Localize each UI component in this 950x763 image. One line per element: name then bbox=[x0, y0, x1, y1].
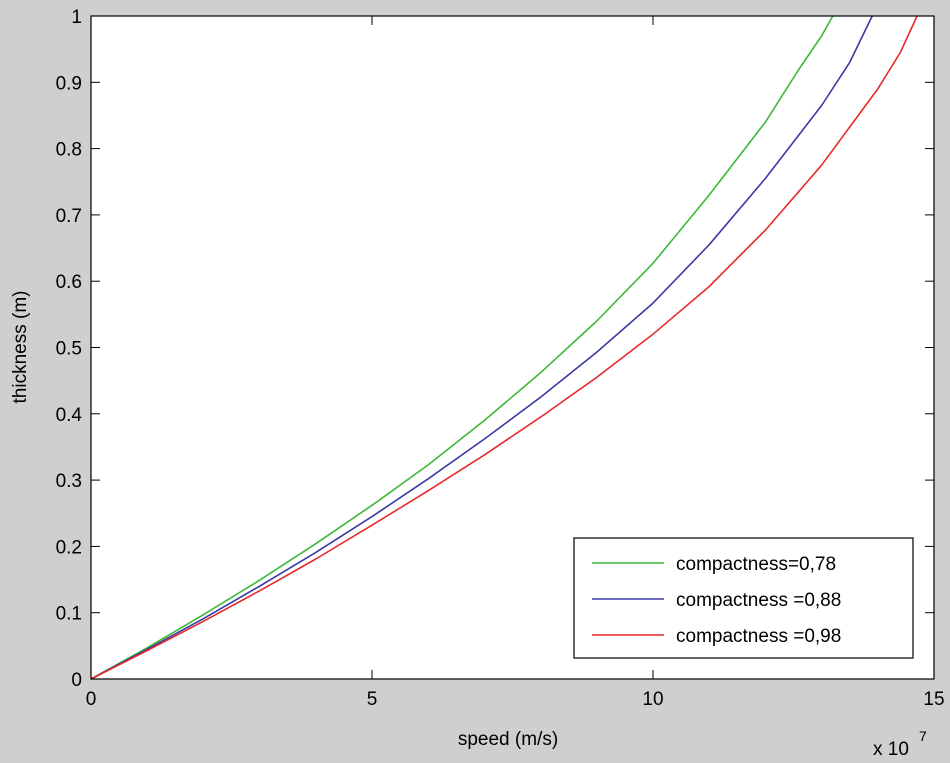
y-tick-label: 0.6 bbox=[56, 272, 82, 293]
x-axis-multiplier: x 10 bbox=[873, 739, 909, 760]
x-axis-ticks: 0 5 10 15 bbox=[86, 16, 945, 710]
x-axis-label: speed (m/s) bbox=[458, 729, 558, 750]
legend-label-2: compactness =0,88 bbox=[676, 590, 841, 611]
y-tick-label: 0.3 bbox=[56, 471, 82, 492]
y-tick-label: 0 bbox=[71, 670, 82, 691]
y-tick-label: 0.4 bbox=[56, 405, 83, 426]
x-tick-label: 15 bbox=[923, 689, 944, 710]
x-tick-label: 10 bbox=[642, 689, 663, 710]
y-tick-label: 0.5 bbox=[56, 339, 82, 360]
legend-label-1: compactness=0,78 bbox=[676, 554, 836, 575]
series-line-3 bbox=[90, 15, 918, 680]
y-tick-label: 0.1 bbox=[56, 604, 82, 625]
y-axis-label: thickness (m) bbox=[10, 291, 31, 404]
x-tick-label: 0 bbox=[86, 689, 97, 710]
y-axis-ticks: 0 0.1 0.2 0.3 0.4 0.5 0.6 0.7 0.8 0.9 1 bbox=[56, 7, 934, 691]
y-tick-label: 0.8 bbox=[56, 140, 82, 161]
x-axis-multiplier-exponent: 7 bbox=[919, 728, 927, 744]
y-tick-label: 1 bbox=[71, 7, 82, 28]
y-tick-label: 0.9 bbox=[56, 73, 82, 94]
series-line-1 bbox=[90, 15, 834, 680]
legend-label-3: compactness =0,98 bbox=[676, 626, 841, 647]
x-tick-label: 5 bbox=[367, 689, 378, 710]
y-tick-label: 0.7 bbox=[56, 206, 82, 227]
series-line-2 bbox=[90, 15, 873, 680]
legend-box bbox=[573, 537, 914, 659]
series-lines bbox=[90, 15, 918, 680]
legend: compactness=0,78 compactness =0,88 compact… bbox=[573, 537, 914, 659]
y-tick-label: 0.2 bbox=[56, 537, 82, 558]
